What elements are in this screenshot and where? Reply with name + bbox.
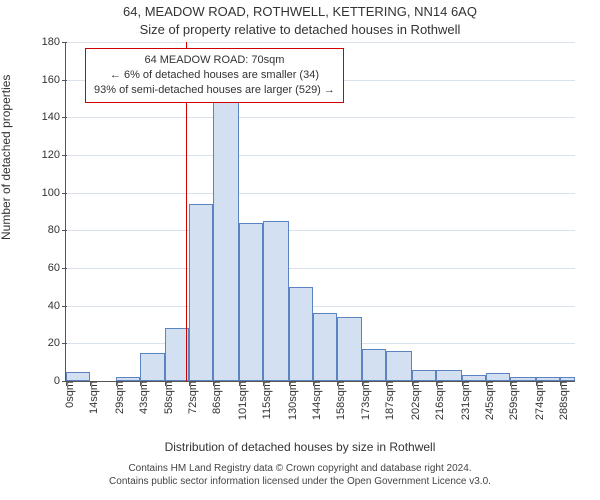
plot-area: 0204060801001201401601800sqm14sqm29sqm43… bbox=[65, 42, 575, 382]
histogram-bar bbox=[486, 373, 510, 381]
x-tick-label: 144sqm bbox=[311, 381, 323, 420]
callout-line1: 64 MEADOW ROAD: 70sqm bbox=[94, 53, 335, 68]
y-tick-label: 140 bbox=[42, 111, 66, 123]
y-tick-label: 80 bbox=[48, 224, 66, 236]
chart-container: 64, MEADOW ROAD, ROTHWELL, KETTERING, NN… bbox=[0, 0, 600, 500]
chart-title-sub: Size of property relative to detached ho… bbox=[0, 22, 600, 37]
histogram-bar bbox=[313, 313, 337, 381]
x-tick-label: 0sqm bbox=[64, 381, 76, 408]
x-tick-label: 43sqm bbox=[138, 381, 150, 414]
x-tick-label: 173sqm bbox=[360, 381, 372, 420]
callout-box: 64 MEADOW ROAD: 70sqm ← 6% of detached h… bbox=[85, 48, 344, 103]
x-tick-label: 259sqm bbox=[508, 381, 520, 420]
y-tick-label: 120 bbox=[42, 149, 66, 161]
gridline bbox=[66, 193, 575, 194]
x-tick-label: 72sqm bbox=[187, 381, 199, 414]
x-tick-label: 216sqm bbox=[434, 381, 446, 420]
histogram-bar bbox=[239, 223, 263, 381]
attribution-line1: Contains HM Land Registry data © Crown c… bbox=[0, 462, 600, 475]
x-tick-label: 29sqm bbox=[114, 381, 126, 414]
x-tick-label: 130sqm bbox=[287, 381, 299, 420]
callout-line3: 93% of semi-detached houses are larger (… bbox=[94, 83, 335, 98]
histogram-bar bbox=[386, 351, 412, 381]
gridline bbox=[66, 268, 575, 269]
chart-title-main: 64, MEADOW ROAD, ROTHWELL, KETTERING, NN… bbox=[0, 4, 600, 19]
gridline bbox=[66, 306, 575, 307]
histogram-bar bbox=[140, 353, 166, 381]
x-tick-label: 86sqm bbox=[211, 381, 223, 414]
y-axis-label: Number of detached properties bbox=[0, 75, 13, 240]
x-tick-label: 58sqm bbox=[163, 381, 175, 414]
gridline bbox=[66, 117, 575, 118]
histogram-bar bbox=[213, 80, 239, 381]
gridline bbox=[66, 42, 575, 43]
histogram-bar bbox=[412, 370, 436, 381]
x-tick-label: 187sqm bbox=[384, 381, 396, 420]
y-tick-label: 160 bbox=[42, 74, 66, 86]
y-tick-label: 180 bbox=[42, 36, 66, 48]
histogram-bar bbox=[436, 370, 462, 381]
x-tick-label: 14sqm bbox=[88, 381, 100, 414]
attribution-line2: Contains public sector information licen… bbox=[0, 475, 600, 488]
y-tick-label: 40 bbox=[48, 300, 66, 312]
x-tick-label: 158sqm bbox=[335, 381, 347, 420]
gridline bbox=[66, 155, 575, 156]
callout-line2: ← 6% of detached houses are smaller (34) bbox=[94, 68, 335, 83]
x-tick-label: 288sqm bbox=[558, 381, 570, 420]
x-tick-label: 101sqm bbox=[237, 381, 249, 420]
y-tick-label: 100 bbox=[42, 187, 66, 199]
x-axis-label: Distribution of detached houses by size … bbox=[0, 440, 600, 454]
histogram-bar bbox=[362, 349, 386, 381]
histogram-bar bbox=[263, 221, 289, 381]
x-tick-label: 115sqm bbox=[261, 381, 273, 419]
histogram-bar bbox=[289, 287, 313, 381]
x-tick-label: 202sqm bbox=[410, 381, 422, 420]
x-tick-label: 245sqm bbox=[484, 381, 496, 420]
x-tick-label: 274sqm bbox=[534, 381, 546, 420]
histogram-bar bbox=[189, 204, 213, 381]
y-tick-label: 60 bbox=[48, 262, 66, 274]
x-tick-label: 231sqm bbox=[460, 381, 472, 420]
gridline bbox=[66, 230, 575, 231]
attribution: Contains HM Land Registry data © Crown c… bbox=[0, 462, 600, 488]
y-tick-label: 20 bbox=[48, 337, 66, 349]
histogram-bar bbox=[66, 372, 90, 381]
histogram-bar bbox=[337, 317, 363, 381]
